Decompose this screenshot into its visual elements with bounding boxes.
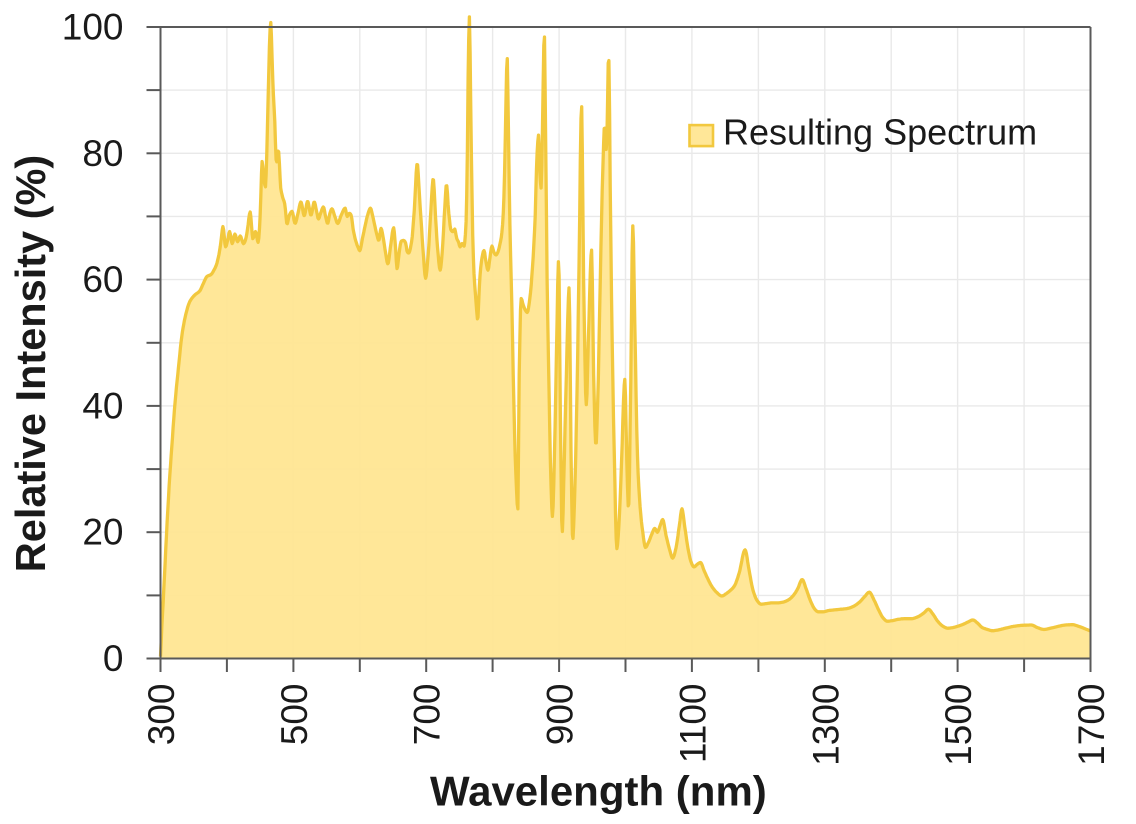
svg-text:Wavelength (nm): Wavelength (nm) bbox=[430, 768, 767, 815]
svg-text:300: 300 bbox=[141, 684, 182, 746]
svg-text:500: 500 bbox=[274, 684, 315, 746]
svg-text:80: 80 bbox=[82, 133, 123, 174]
svg-text:40: 40 bbox=[82, 385, 123, 426]
svg-text:900: 900 bbox=[540, 684, 581, 746]
svg-text:Relative Intensity (%): Relative Intensity (%) bbox=[7, 155, 54, 572]
svg-text:1100: 1100 bbox=[672, 684, 713, 764]
svg-text:60: 60 bbox=[82, 259, 123, 300]
svg-text:1700: 1700 bbox=[1071, 684, 1112, 766]
svg-text:1300: 1300 bbox=[805, 684, 846, 766]
svg-text:100: 100 bbox=[62, 7, 124, 48]
svg-text:1500: 1500 bbox=[938, 684, 979, 766]
svg-text:700: 700 bbox=[407, 684, 448, 746]
svg-text:0: 0 bbox=[103, 638, 124, 679]
svg-text:Resulting Spectrum: Resulting Spectrum bbox=[723, 112, 1037, 153]
svg-text:20: 20 bbox=[82, 512, 123, 553]
